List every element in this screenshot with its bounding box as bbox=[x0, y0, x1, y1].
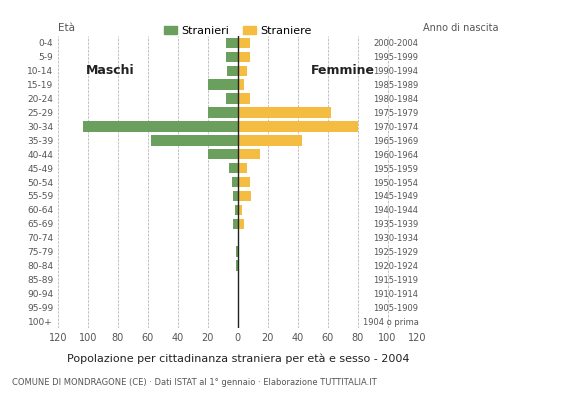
Bar bbox=[84, 121, 238, 132]
Bar bbox=[226, 93, 238, 104]
Bar bbox=[238, 163, 247, 173]
Bar bbox=[232, 177, 238, 187]
Text: Anno di nascita: Anno di nascita bbox=[423, 23, 499, 33]
Bar bbox=[238, 38, 250, 48]
Bar bbox=[151, 135, 238, 146]
Text: Età: Età bbox=[58, 23, 75, 33]
Bar bbox=[236, 246, 238, 257]
Bar bbox=[238, 218, 244, 229]
Bar bbox=[238, 135, 302, 146]
Text: Popolazione per cittadinanza straniera per età e sesso - 2004: Popolazione per cittadinanza straniera p… bbox=[67, 354, 409, 364]
Bar bbox=[238, 260, 240, 271]
Bar bbox=[238, 121, 358, 132]
Bar bbox=[229, 163, 238, 173]
Bar bbox=[238, 93, 250, 104]
Text: Maschi: Maschi bbox=[86, 64, 135, 77]
Bar bbox=[208, 107, 238, 118]
Bar bbox=[227, 66, 238, 76]
Bar bbox=[238, 149, 260, 160]
Legend: Stranieri, Straniere: Stranieri, Straniere bbox=[160, 21, 316, 40]
Bar bbox=[233, 218, 238, 229]
Bar bbox=[238, 66, 247, 76]
Bar bbox=[226, 52, 238, 62]
Bar bbox=[238, 191, 251, 201]
Bar bbox=[235, 204, 238, 215]
Bar bbox=[238, 204, 242, 215]
Bar bbox=[233, 191, 238, 201]
Bar bbox=[226, 38, 238, 48]
Bar bbox=[238, 80, 244, 90]
Bar bbox=[208, 80, 238, 90]
Bar bbox=[238, 177, 250, 187]
Bar bbox=[236, 260, 238, 271]
Bar bbox=[238, 246, 240, 257]
Bar bbox=[238, 107, 331, 118]
Bar bbox=[208, 149, 238, 160]
Text: COMUNE DI MONDRAGONE (CE) · Dati ISTAT al 1° gennaio · Elaborazione TUTTITALIA.I: COMUNE DI MONDRAGONE (CE) · Dati ISTAT a… bbox=[12, 378, 376, 387]
Bar bbox=[238, 52, 250, 62]
Text: Femmine: Femmine bbox=[311, 64, 375, 77]
